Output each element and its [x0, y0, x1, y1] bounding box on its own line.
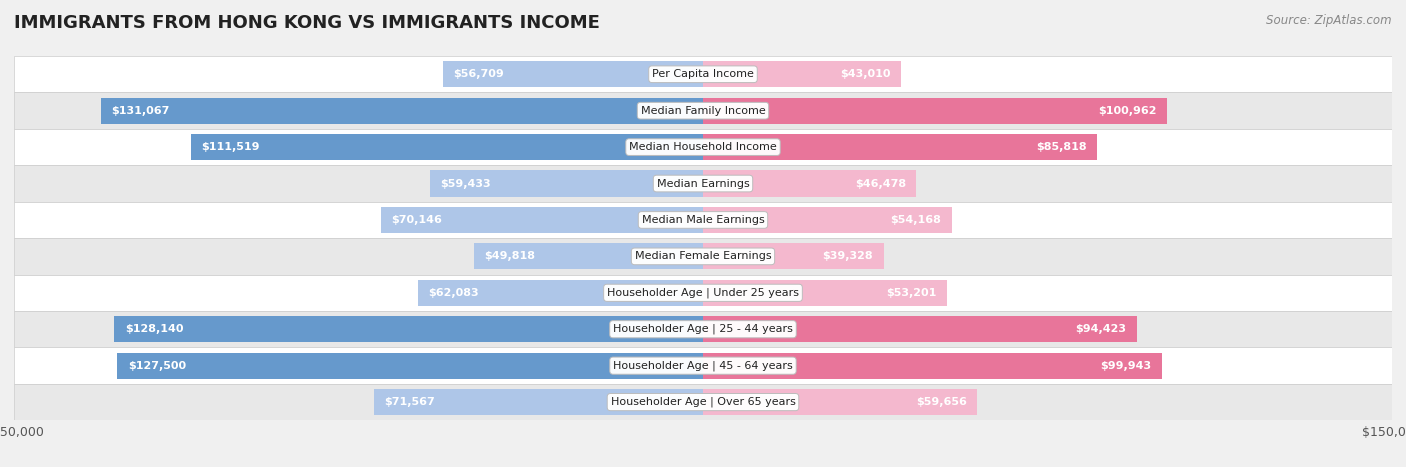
Text: $39,328: $39,328: [823, 251, 873, 262]
Text: $71,567: $71,567: [385, 397, 436, 407]
Text: $128,140: $128,140: [125, 324, 183, 334]
Text: $49,818: $49,818: [485, 251, 536, 262]
Text: Householder Age | Under 25 years: Householder Age | Under 25 years: [607, 288, 799, 298]
Text: Median Male Earnings: Median Male Earnings: [641, 215, 765, 225]
Bar: [117, 353, 703, 379]
Text: $59,656: $59,656: [915, 397, 967, 407]
Text: Source: ZipAtlas.com: Source: ZipAtlas.com: [1267, 14, 1392, 27]
Text: Householder Age | 45 - 64 years: Householder Age | 45 - 64 years: [613, 361, 793, 371]
Bar: [14, 311, 1392, 347]
Text: $56,709: $56,709: [453, 69, 503, 79]
Bar: [14, 347, 1392, 384]
Text: Householder Age | 25 - 44 years: Householder Age | 25 - 44 years: [613, 324, 793, 334]
Text: $99,943: $99,943: [1101, 361, 1152, 371]
Text: Per Capita Income: Per Capita Income: [652, 69, 754, 79]
Bar: [703, 316, 1136, 342]
Bar: [14, 129, 1392, 165]
Bar: [14, 275, 1392, 311]
Bar: [101, 98, 703, 124]
Bar: [114, 316, 703, 342]
Bar: [703, 134, 1097, 160]
Text: IMMIGRANTS FROM HONG KONG VS IMMIGRANTS INCOME: IMMIGRANTS FROM HONG KONG VS IMMIGRANTS …: [14, 14, 600, 32]
Bar: [703, 61, 900, 87]
Bar: [381, 207, 703, 233]
Text: $54,168: $54,168: [890, 215, 942, 225]
Bar: [703, 207, 952, 233]
Bar: [14, 56, 1392, 92]
Bar: [703, 353, 1161, 379]
Bar: [474, 243, 703, 269]
Bar: [443, 61, 703, 87]
Bar: [191, 134, 703, 160]
Bar: [703, 243, 883, 269]
Text: $100,962: $100,962: [1098, 106, 1156, 116]
Text: Median Household Income: Median Household Income: [628, 142, 778, 152]
Text: $46,478: $46,478: [855, 178, 905, 189]
Text: Median Earnings: Median Earnings: [657, 178, 749, 189]
Text: $53,201: $53,201: [887, 288, 936, 298]
Text: Householder Age | Over 65 years: Householder Age | Over 65 years: [610, 397, 796, 407]
Bar: [703, 170, 917, 197]
Bar: [430, 170, 703, 197]
Bar: [14, 238, 1392, 275]
Text: $43,010: $43,010: [839, 69, 890, 79]
Text: $111,519: $111,519: [201, 142, 260, 152]
Text: $94,423: $94,423: [1076, 324, 1126, 334]
Bar: [703, 280, 948, 306]
Bar: [703, 98, 1167, 124]
Text: $70,146: $70,146: [391, 215, 441, 225]
Bar: [374, 389, 703, 415]
Text: $59,433: $59,433: [440, 178, 491, 189]
Text: Median Female Earnings: Median Female Earnings: [634, 251, 772, 262]
Text: $85,818: $85,818: [1036, 142, 1087, 152]
Bar: [418, 280, 703, 306]
Bar: [14, 92, 1392, 129]
Bar: [14, 165, 1392, 202]
Bar: [703, 389, 977, 415]
Text: $131,067: $131,067: [111, 106, 170, 116]
Bar: [14, 384, 1392, 420]
Text: $127,500: $127,500: [128, 361, 186, 371]
Text: Median Family Income: Median Family Income: [641, 106, 765, 116]
Bar: [14, 202, 1392, 238]
Text: $62,083: $62,083: [429, 288, 479, 298]
